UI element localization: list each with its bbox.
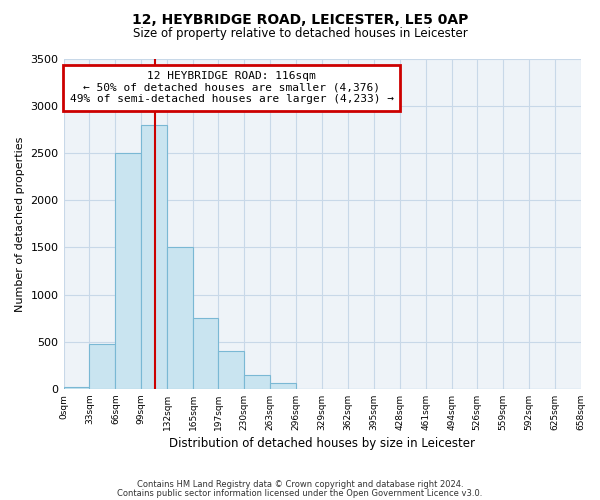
Y-axis label: Number of detached properties: Number of detached properties [15,136,25,312]
Bar [244,374,270,389]
Bar [64,387,89,389]
Text: 12 HEYBRIDGE ROAD: 116sqm
← 50% of detached houses are smaller (4,376)
49% of se: 12 HEYBRIDGE ROAD: 116sqm ← 50% of detac… [70,72,394,104]
Bar [142,125,167,389]
Bar [218,351,244,389]
Bar [193,318,218,389]
Text: Size of property relative to detached houses in Leicester: Size of property relative to detached ho… [133,28,467,40]
Bar [89,344,115,389]
Text: Contains HM Land Registry data © Crown copyright and database right 2024.: Contains HM Land Registry data © Crown c… [137,480,463,489]
Bar [270,383,296,389]
Bar [115,153,142,389]
Text: Contains public sector information licensed under the Open Government Licence v3: Contains public sector information licen… [118,488,482,498]
X-axis label: Distribution of detached houses by size in Leicester: Distribution of detached houses by size … [169,437,475,450]
Text: 12, HEYBRIDGE ROAD, LEICESTER, LE5 0AP: 12, HEYBRIDGE ROAD, LEICESTER, LE5 0AP [132,12,468,26]
Bar [167,248,193,389]
